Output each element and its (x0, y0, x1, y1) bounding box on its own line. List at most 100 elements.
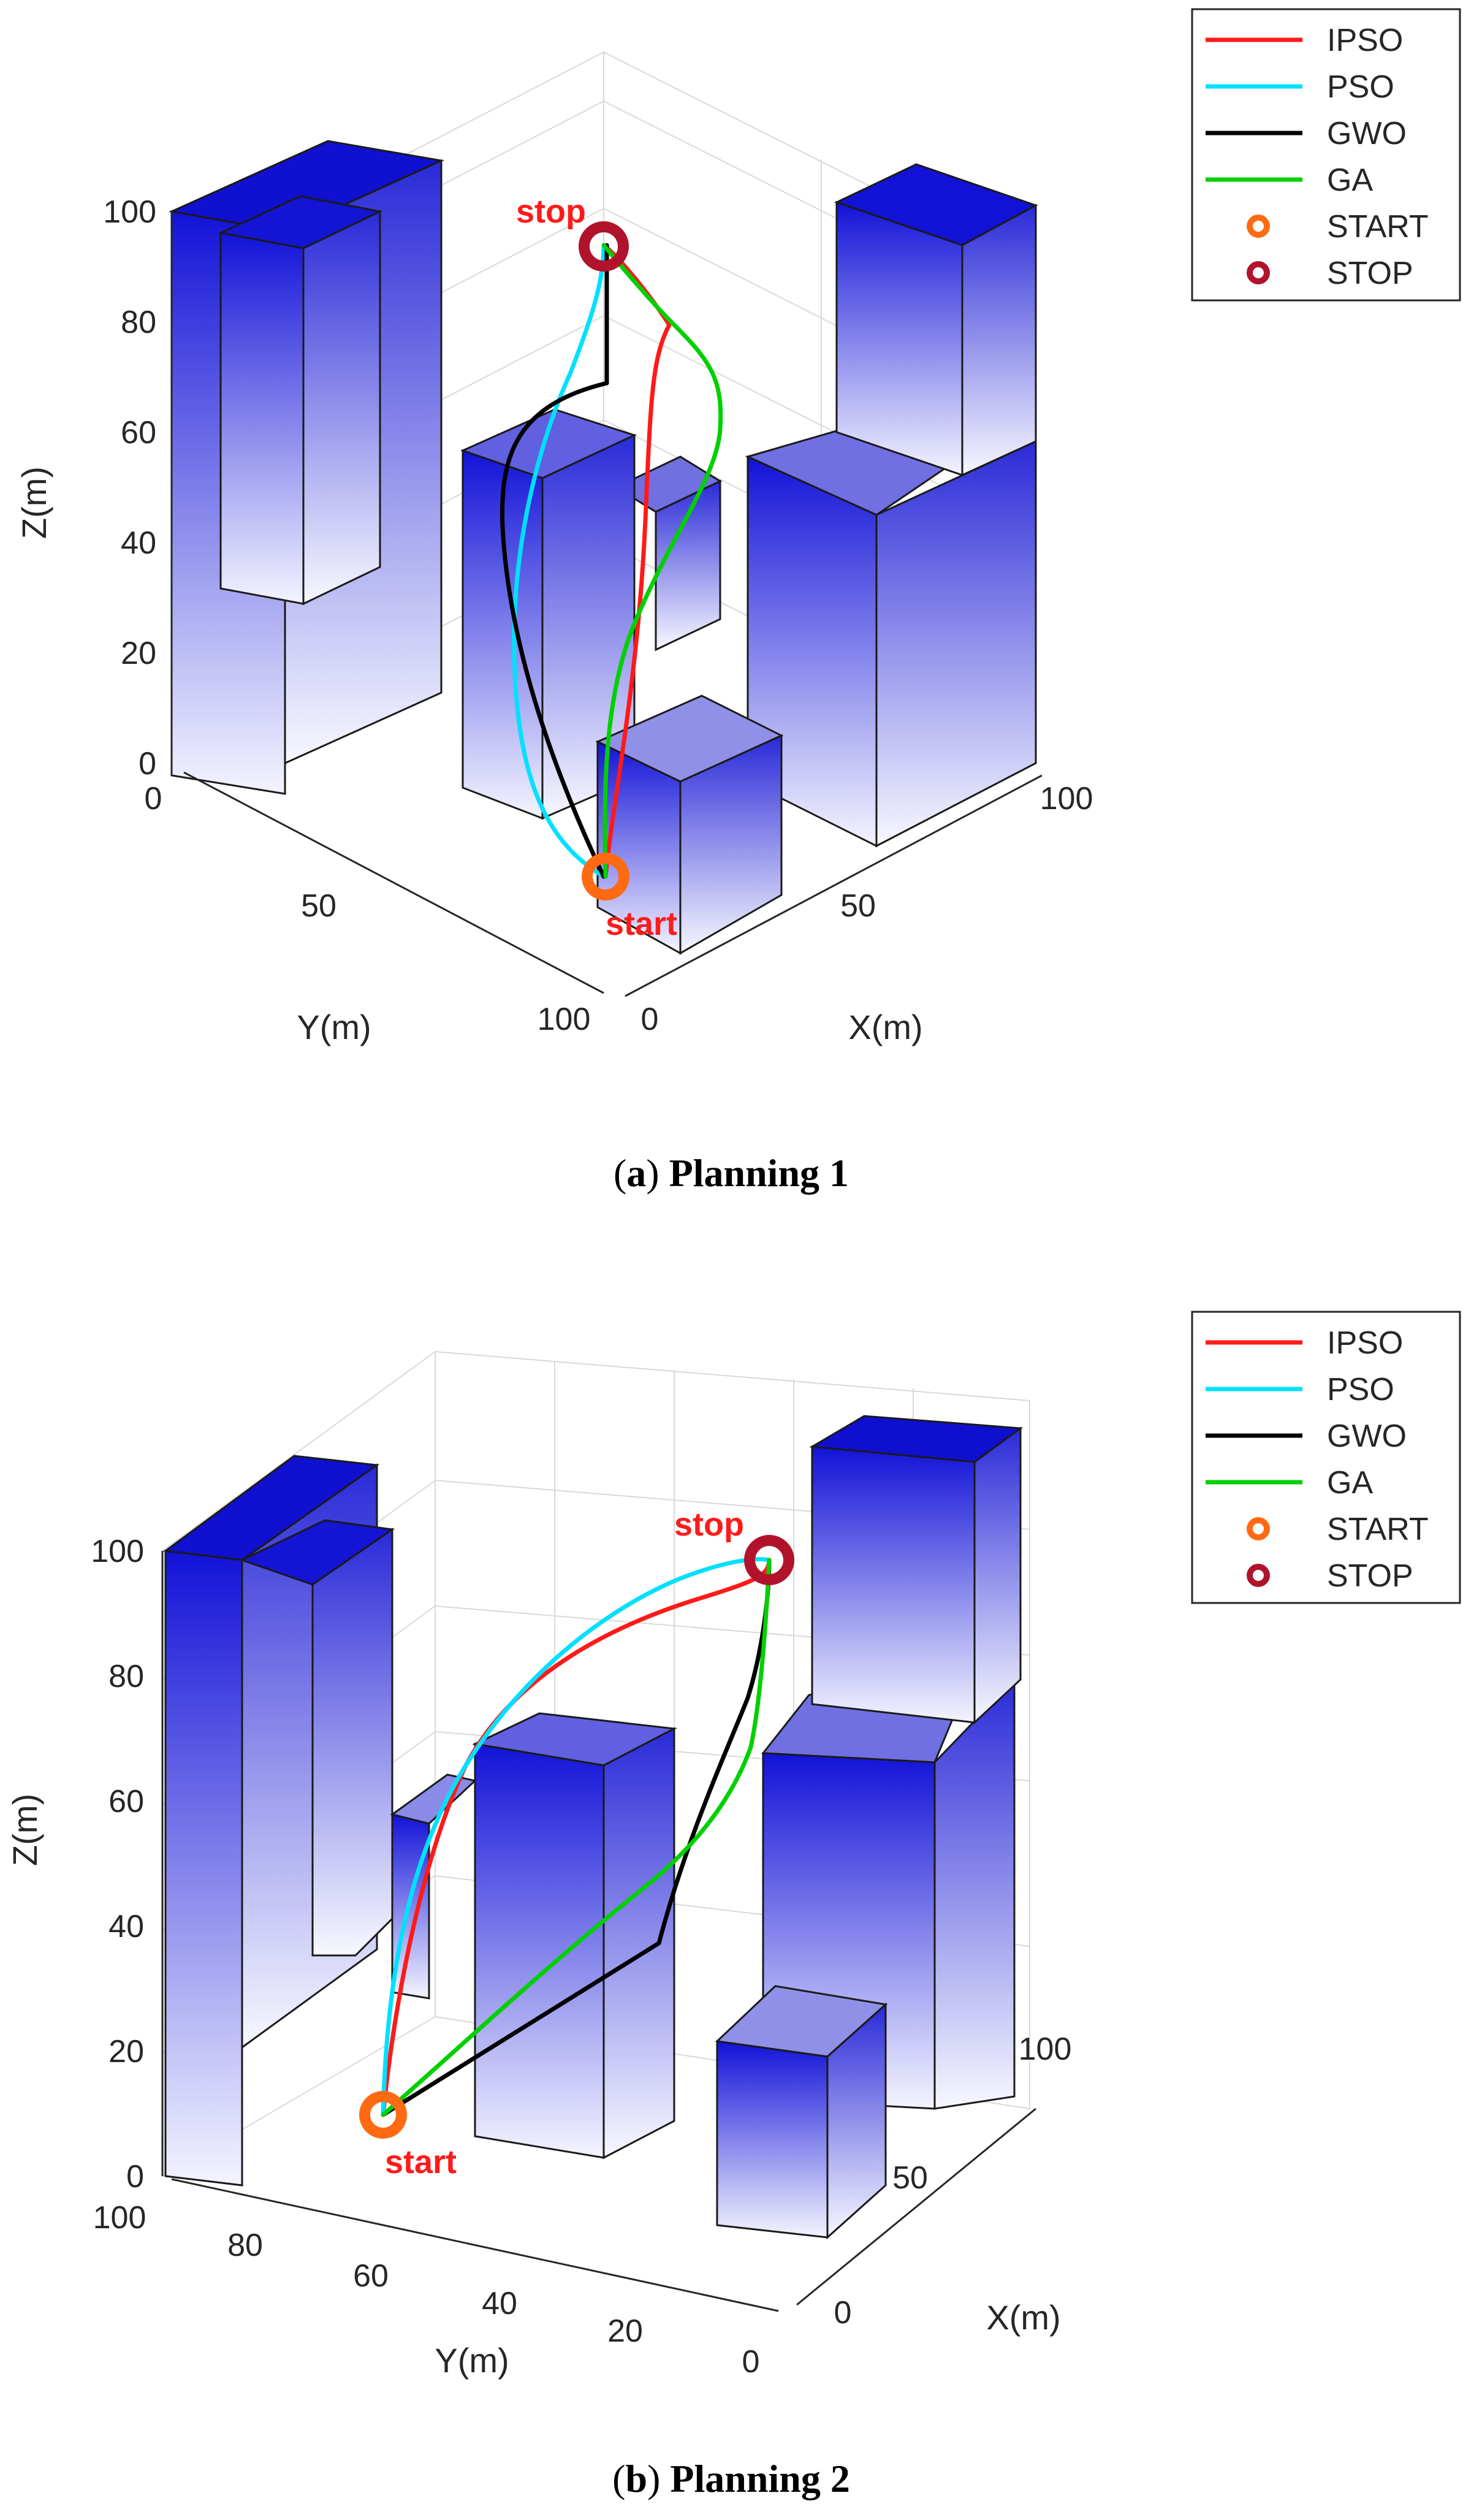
legend-label: IPSO (1327, 23, 1403, 58)
panel-b-start-marker (359, 2091, 407, 2139)
panel-a-x-axis-line (625, 774, 1043, 997)
panel-b-chart: stop start 0 20 40 60 80 100 0 20 40 60 80 100 0 50… (6, 1311, 1461, 2500)
x-tick-label: 0 (834, 2295, 852, 2331)
panel-a-chart: stop start 0 20 40 60 80 100 0 50 100 0 50 100 Z(… (15, 8, 1461, 1195)
y-tick-label: 0 (742, 2344, 760, 2380)
legend-marker-swatch (1247, 1564, 1270, 1587)
legend-label: PSO (1327, 1372, 1394, 1407)
panel-a-x-axis-label: X(m) (848, 1008, 922, 1046)
legend-entry-pso: PSO (1206, 1372, 1394, 1407)
panel-a-stop-marker (579, 221, 629, 272)
panel-a-series-gwo (500, 243, 609, 879)
panel-a-start-label: start (606, 905, 677, 942)
z-tick-label: 60 (108, 1784, 144, 1819)
panel-b-start-label: start (385, 2144, 457, 2180)
legend-marker-swatch (1247, 261, 1270, 284)
legend-entry-stop: STOP (1247, 256, 1413, 291)
panel-a-axes (170, 211, 1043, 997)
obstacle-building-2 (240, 1519, 395, 1957)
legend-entry-start: START (1247, 1512, 1429, 1547)
panel-b-y-ticks: 0 20 40 60 80 100 (93, 2200, 760, 2380)
legend-entry-stop: STOP (1247, 1558, 1413, 1594)
panel-a-series (500, 243, 723, 879)
legend-label: STOP (1327, 1558, 1413, 1594)
panel-b-z-axis-label: Z(m) (6, 1794, 44, 1866)
x-tick-label: 100 (1040, 781, 1093, 817)
panel-a-y-axis-line (183, 771, 604, 994)
panel-a-legend: IPSO PSO GWO GA START STOP (1191, 8, 1461, 302)
panel-b-stop-marker (744, 1535, 794, 1585)
legend-label: GA (1327, 1465, 1373, 1501)
obstacle-building-2 (218, 195, 383, 606)
y-tick-label: 20 (607, 2313, 643, 2349)
y-tick-label: 100 (93, 2200, 146, 2236)
obstacle-building-1 (163, 1455, 380, 2187)
panel-a-markers (579, 221, 629, 900)
panel-b-x-axis-label: X(m) (986, 2298, 1060, 2337)
panel-a-y-ticks: 0 50 100 (145, 781, 591, 1037)
legend-label: GWO (1327, 116, 1407, 151)
z-tick-label: 40 (108, 1909, 144, 1944)
z-tick-label: 100 (91, 1534, 144, 1569)
obstacle-building-3 (614, 455, 723, 652)
panel-a-series-ga (601, 243, 723, 879)
z-tick-label: 80 (121, 305, 156, 340)
legend-marker-swatch (1247, 1517, 1270, 1540)
obstacle-building-6 (834, 163, 1038, 477)
panel-b-stop-label: stop (674, 1506, 744, 1543)
panel-a-series-pso (512, 243, 606, 879)
panel-b-series-pso (381, 1557, 772, 2117)
legend-label: START (1327, 209, 1429, 245)
panel-a-stop-label: stop (516, 193, 586, 230)
obstacle-building-7 (715, 1985, 888, 2240)
z-tick-label: 0 (126, 2159, 144, 2195)
panel-b-obstacles (163, 1415, 1024, 2240)
legend-marker-swatch (1247, 215, 1270, 238)
panel-b-y-axis-label: Y(m) (435, 2341, 509, 2380)
panel-b-y-axis-line (171, 2178, 779, 2312)
legend-label: GWO (1327, 1418, 1407, 1454)
y-tick-label: 60 (353, 2258, 389, 2294)
y-tick-label: 100 (538, 1002, 591, 1037)
z-tick-label: 20 (121, 636, 156, 671)
z-tick-label: 80 (108, 1659, 144, 1694)
x-tick-label: 50 (840, 888, 876, 924)
panel-b-z-ticks: 0 20 40 60 80 100 (91, 1534, 144, 2195)
legend-entry-ga: GA (1206, 162, 1373, 198)
panel-a-obstacles (168, 140, 1038, 955)
legend-entry-gwo: GWO (1206, 116, 1407, 151)
z-tick-label: 20 (108, 2034, 144, 2069)
y-tick-label: 0 (145, 781, 162, 817)
legend-entry-ipso: IPSO (1206, 23, 1403, 58)
panel-a-z-ticks: 0 20 40 60 80 100 (103, 194, 156, 782)
panel-a-z-axis-label: Z(m) (15, 466, 53, 539)
y-tick-label: 80 (227, 2228, 263, 2263)
panel-a-start-marker (582, 853, 629, 900)
x-tick-label: 50 (892, 2160, 928, 2196)
panel-b-x-ticks: 0 50 100 (834, 2031, 1072, 2331)
obstacle-building-5 (745, 428, 1037, 848)
panel-b-series (381, 1557, 772, 2117)
panel-b-x-axis-line (796, 2107, 1036, 2306)
panel-a-x-ticks: 0 50 100 (641, 781, 1093, 1037)
panel-b-series-ga (381, 1558, 772, 2117)
panel-b-caption: (b) Planning 2 (612, 2457, 850, 2500)
z-tick-label: 60 (121, 415, 156, 451)
legend-entry-ga: GA (1206, 1465, 1373, 1501)
panel-a-caption: (a) Planning 1 (614, 1151, 849, 1195)
obstacle-building-6 (809, 1415, 1024, 1725)
panel-b-axes (161, 1551, 1036, 2312)
legend-label: PSO (1327, 69, 1394, 105)
legend-label: START (1327, 1512, 1429, 1547)
z-tick-label: 0 (139, 746, 156, 782)
y-tick-label: 50 (301, 888, 336, 924)
y-tick-label: 40 (482, 2286, 517, 2321)
legend-label: STOP (1327, 256, 1413, 291)
legend-label: GA (1327, 162, 1373, 198)
x-tick-label: 0 (641, 1002, 659, 1037)
panel-b-legend: IPSO PSO GWO GA START STOP (1191, 1311, 1461, 1604)
legend-entry-ipso: IPSO (1206, 1325, 1403, 1361)
z-tick-label: 100 (103, 194, 156, 230)
z-tick-label: 40 (121, 525, 156, 561)
